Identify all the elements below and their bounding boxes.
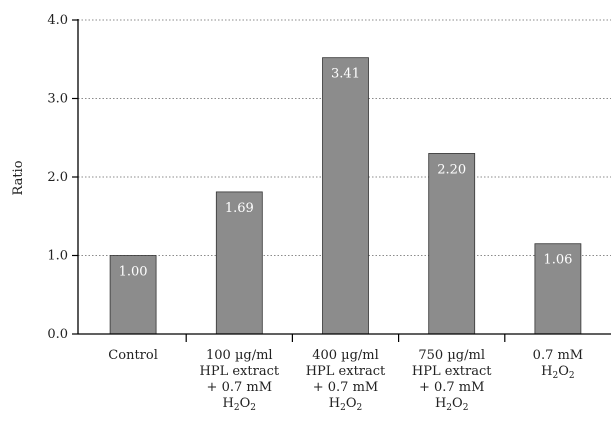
- category-line: 100 µg/ml: [206, 348, 273, 363]
- x-category-label: 750 µg/ml HPL extract + 0.7 mM H2O2: [412, 348, 492, 413]
- category-formula: H2O2: [435, 396, 468, 413]
- bar-value-label: 1.69: [225, 201, 254, 216]
- y-tick-label: 0.0: [47, 327, 68, 342]
- bar: [109, 255, 157, 335]
- x-category-label: 0.7 mM H2O2: [533, 348, 583, 381]
- category-line: HPL extract: [200, 364, 280, 379]
- formula-part: H: [435, 396, 446, 411]
- subscript: 2: [569, 371, 575, 381]
- bar-value-label: 1.00: [119, 265, 148, 280]
- subscript: 2: [357, 403, 363, 413]
- formula-part: H: [541, 364, 552, 379]
- subscript: 2: [463, 403, 469, 413]
- category-formula: H2O2: [329, 396, 362, 413]
- x-category-labels: Control 100 µg/ml HPL extract + 0.7 mM H2O24…: [108, 348, 583, 413]
- category-line: + 0.7 mM: [313, 380, 378, 395]
- x-category-label: 100 µg/ml HPL extract + 0.7 mM H2O2: [200, 348, 280, 413]
- bar: [534, 243, 582, 335]
- bar: [428, 153, 476, 335]
- bar-value-label: 1.06: [543, 253, 572, 268]
- category-line: HPL extract: [412, 364, 492, 379]
- category-line: + 0.7 mM: [207, 380, 272, 395]
- subscript: 2: [446, 403, 452, 413]
- y-tick-label: 2.0: [47, 170, 68, 185]
- formula-part: O: [240, 396, 251, 411]
- category-line: 750 µg/ml: [418, 348, 485, 363]
- x-category-label: Control: [108, 348, 158, 363]
- category-line: 0.7 mM: [533, 348, 583, 363]
- y-axis-label: Ratio: [11, 160, 26, 195]
- y-tick-label: 3.0: [47, 92, 68, 107]
- formula-part: H: [223, 396, 234, 411]
- formula-part: O: [346, 396, 357, 411]
- bar: [322, 57, 369, 335]
- y-tick-label: 4.0: [47, 13, 68, 28]
- axes: [72, 19, 611, 342]
- y-tick-labels: 0.0 1.0 2.0 3.0 4.0: [47, 13, 68, 342]
- subscript: 2: [250, 403, 256, 413]
- category-line: Control: [108, 348, 158, 363]
- formula-part: H: [329, 396, 340, 411]
- category-line: HPL extract: [306, 364, 386, 379]
- y-tick-label: 1.0: [47, 249, 68, 264]
- bar-value-label: 3.41: [331, 67, 360, 82]
- category-line: + 0.7 mM: [419, 380, 484, 395]
- subscript: 2: [553, 371, 559, 381]
- category-formula: H2O2: [223, 396, 256, 413]
- subscript: 2: [234, 403, 240, 413]
- category-formula: H2O2: [541, 364, 574, 381]
- x-category-label: 400 µg/ml HPL extract + 0.7 mM H2O2: [306, 348, 386, 413]
- formula-part: O: [558, 364, 569, 379]
- subscript: 2: [340, 403, 346, 413]
- bars: 1.00 1.69 3.41 2.20 1.06: [109, 57, 582, 335]
- formula-part: O: [452, 396, 463, 411]
- category-line: 400 µg/ml: [312, 348, 379, 363]
- bar-value-label: 2.20: [437, 162, 466, 177]
